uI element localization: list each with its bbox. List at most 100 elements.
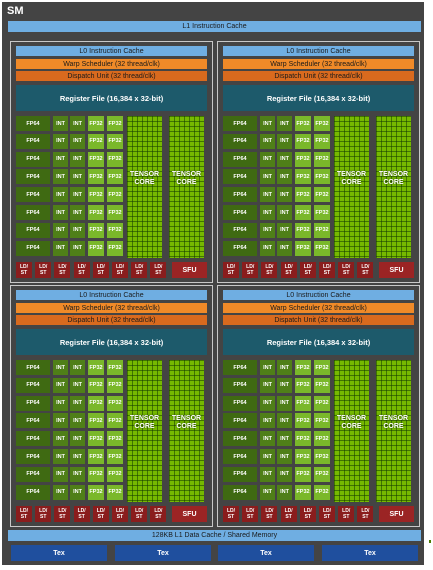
fp64-unit: FP64 (16, 395, 50, 411)
ldst-label-line1: LD/ (226, 264, 236, 270)
fp32-unit: FP32 (107, 222, 123, 238)
int-unit: INT (260, 240, 275, 256)
ldst-unit: LD/ST (357, 506, 374, 522)
register-file: Register File (16,384 x 32-bit) (16, 329, 207, 355)
fp32-unit: FP32 (314, 187, 330, 203)
int-unit: INT (277, 413, 292, 429)
l0-instruction-cache: L0 Instruction Cache (16, 290, 207, 300)
ldst-label-line2: ST (304, 270, 311, 276)
fp64-unit: FP64 (223, 151, 257, 167)
ldst-unit: LD/ST (261, 262, 278, 278)
fp32-unit: FP32 (107, 169, 123, 185)
int-unit: INT (260, 484, 275, 500)
int-unit: INT (53, 413, 68, 429)
fp64-unit: FP64 (16, 360, 50, 375)
int-unit: INT (277, 377, 292, 393)
int-unit: INT (70, 413, 85, 429)
fp64-unit: FP64 (223, 449, 257, 464)
tensor-core-label-line1: TENSOR (129, 415, 160, 422)
tensor-core-label: TENSOR CORE (334, 415, 369, 431)
ldst-label-line1: LD/ (322, 264, 332, 270)
ldst-label-line1: LD/ (361, 264, 370, 270)
int-unit: INT (277, 449, 292, 464)
dispatch-unit: Dispatch Unit (32 thread/clk) (223, 71, 414, 81)
fp64-unit: FP64 (16, 205, 50, 220)
ldst-unit: LD/ST (112, 262, 128, 278)
tensor-core-label: TENSOR CORE (169, 415, 204, 431)
ldst-label-line2: ST (20, 270, 28, 276)
ldst-label-line2: ST (97, 514, 104, 520)
dispatch-unit: Dispatch Unit (32 thread/clk) (16, 315, 207, 325)
fp32-unit: FP32 (295, 222, 311, 238)
fp32-unit: FP32 (314, 240, 330, 256)
int-unit: INT (260, 151, 275, 167)
fp64-unit: FP64 (16, 431, 50, 447)
int-unit: INT (70, 449, 85, 464)
fp32-unit: FP32 (295, 240, 311, 256)
ldst-label-line1: LD/ (96, 508, 105, 514)
int-unit: INT (53, 187, 68, 203)
ldst-label-line2: ST (285, 270, 292, 276)
warp-scheduler: Warp Scheduler (32 thread/clk) (16, 303, 207, 313)
ldst-label-line2: ST (323, 270, 331, 276)
fp64-unit: FP64 (223, 116, 257, 131)
ldst-unit: LD/ST (73, 506, 90, 522)
ldst-label-line2: ST (155, 270, 162, 276)
fp32-unit: FP32 (314, 395, 330, 411)
ldst-unit: LD/ST (338, 262, 355, 278)
tex-unit: Tex (11, 545, 107, 561)
ldst-unit: LD/ST (112, 506, 128, 522)
register-file: Register File (16,384 x 32-bit) (16, 85, 207, 111)
fp32-unit: FP32 (314, 377, 330, 393)
int-unit: INT (260, 205, 275, 220)
ldst-label-line2: ST (78, 514, 85, 520)
fp64-unit: FP64 (16, 484, 50, 500)
warp-scheduler: Warp Scheduler (32 thread/clk) (223, 303, 414, 313)
tex-unit: Tex (322, 545, 418, 561)
ldst-label-line1: LD/ (154, 508, 163, 514)
fp32-unit: FP32 (107, 431, 123, 447)
ldst-label-line2: ST (155, 514, 162, 520)
tensor-core-label-line2: CORE (176, 423, 197, 430)
ldst-label-line1: LD/ (115, 508, 125, 514)
ldst-label-line1: LD/ (115, 264, 125, 270)
ldst-label-line2: ST (39, 270, 47, 276)
ldst-label-line1: LD/ (154, 264, 163, 270)
int-unit: INT (70, 377, 85, 393)
int-unit: INT (70, 151, 85, 167)
fp32-unit: FP32 (88, 484, 104, 500)
fp32-unit: FP32 (88, 151, 104, 167)
tensor-core-label: TENSOR CORE (127, 171, 162, 187)
ldst-label-line1: LD/ (342, 264, 351, 270)
int-unit: INT (260, 116, 275, 131)
ldst-label-line2: ST (59, 270, 66, 276)
fp32-unit: FP32 (88, 222, 104, 238)
l0-instruction-cache: L0 Instruction Cache (223, 290, 414, 300)
fp32-unit: FP32 (295, 116, 311, 131)
int-unit: INT (277, 151, 292, 167)
fp32-unit: FP32 (314, 431, 330, 447)
ldst-unit: LD/ST (338, 506, 355, 522)
int-unit: INT (70, 466, 85, 482)
int-unit: INT (260, 377, 275, 393)
ldst-label-line1: LD/ (361, 508, 370, 514)
ldst-unit: LD/ST (131, 506, 148, 522)
int-unit: INT (260, 222, 275, 238)
fp32-unit: FP32 (295, 360, 311, 375)
tensor-core-label-line2: CORE (383, 423, 404, 430)
sm-title: SM (7, 5, 24, 17)
ldst-label-line1: LD/ (265, 508, 274, 514)
int-unit: INT (277, 240, 292, 256)
fp32-unit: FP32 (107, 377, 123, 393)
fp32-unit: FP32 (314, 205, 330, 220)
tensor-core-label: TENSOR CORE (334, 171, 369, 187)
ldst-label-line1: LD/ (135, 508, 144, 514)
ldst-label-line1: LD/ (226, 508, 236, 514)
ldst-label-line2: ST (323, 514, 331, 520)
fp32-unit: FP32 (107, 240, 123, 256)
int-unit: INT (53, 116, 68, 131)
ldst-unit: LD/ST (357, 262, 374, 278)
l0-instruction-cache: L0 Instruction Cache (16, 46, 207, 56)
sfu-unit: SFU (172, 262, 207, 278)
ldst-unit: LD/ST (261, 506, 278, 522)
